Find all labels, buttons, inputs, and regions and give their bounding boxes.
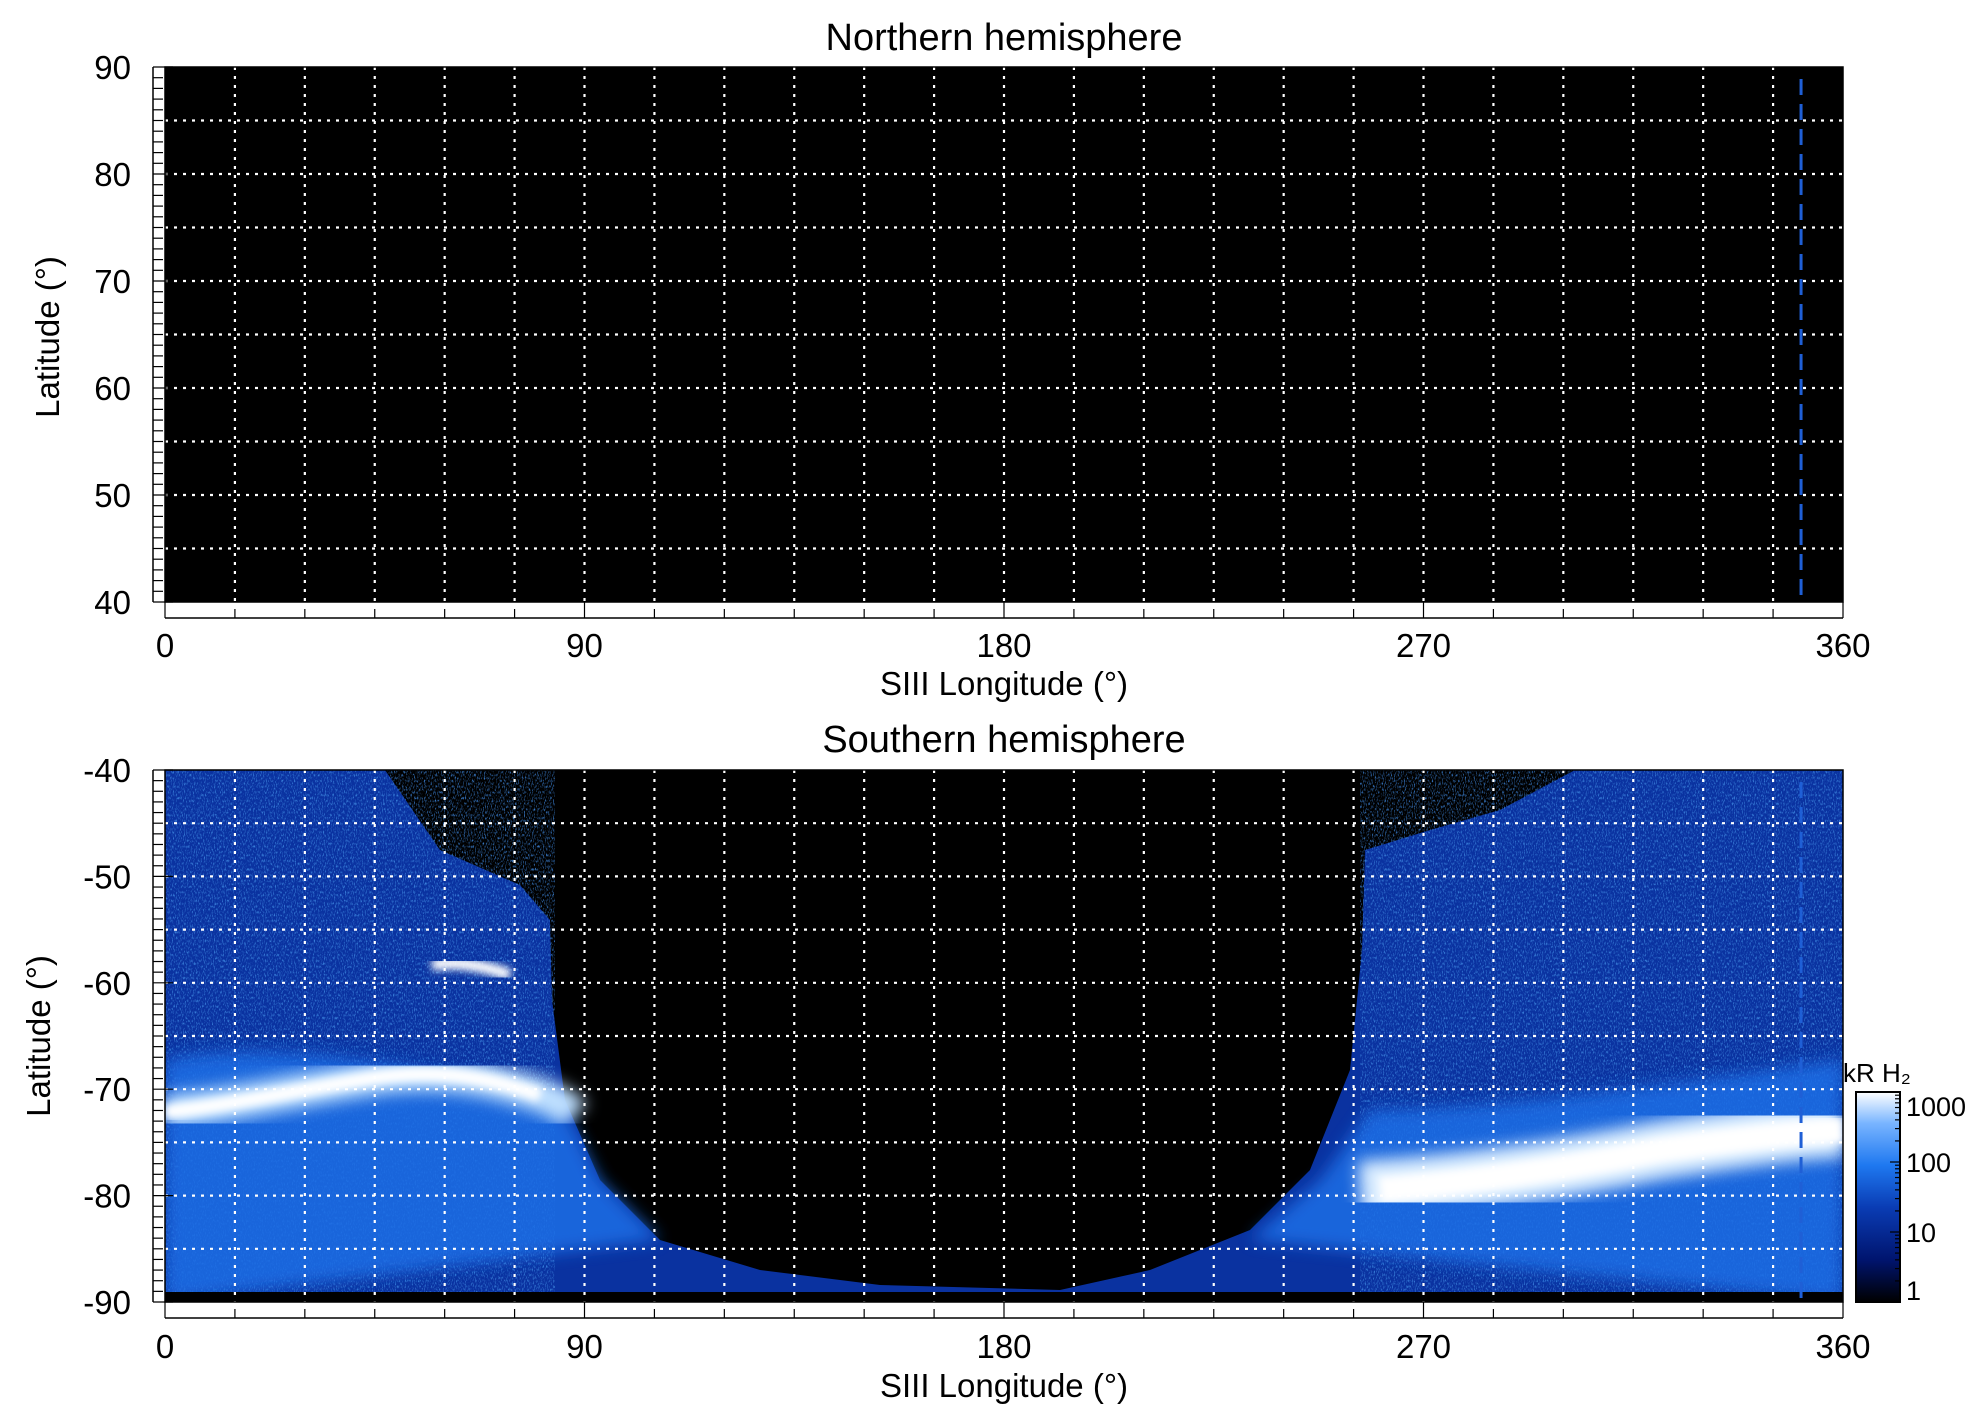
north-y-tick-label: 80 (94, 156, 131, 193)
north-y-tick-label: 60 (94, 370, 131, 407)
north-y-tick-label: 70 (94, 263, 131, 300)
colorbar-gradient (1855, 1091, 1901, 1303)
south-x-tick-label: 360 (1815, 1328, 1870, 1365)
south-y-tick-label: -90 (83, 1284, 131, 1321)
south-y-tick-label: -60 (83, 965, 131, 1002)
south-x-label: SIII Longitude (°) (880, 1367, 1128, 1404)
north-x-axis: 0 90 180 270 360 (156, 602, 1871, 664)
colorbar-ticks: 1 10 100 1000 (1890, 1092, 1966, 1306)
colorbar-label: kR H₂ (1843, 1058, 1911, 1088)
north-x-tick-label: 180 (976, 627, 1031, 664)
north-title: Northern hemisphere (826, 17, 1183, 59)
south-y-tick-label: -80 (83, 1178, 131, 1215)
south-title: Southern hemisphere (822, 719, 1185, 761)
south-x-tick-label: 270 (1396, 1328, 1451, 1365)
spot (430, 957, 512, 981)
northern-panel: Northern hemisphere 40 50 60 70 80 90 0 90 180 2… (29, 17, 1871, 702)
colorbar-tick-label: 100 (1906, 1148, 1951, 1178)
colorbar-tick-label: 1 (1906, 1276, 1921, 1306)
south-x-tick-label: 0 (156, 1328, 174, 1365)
north-x-tick-label: 270 (1396, 627, 1451, 664)
colorbar-tick-label: 10 (1906, 1218, 1936, 1248)
south-x-axis: 0 90 180 270 360 (156, 1302, 1871, 1365)
south-y-axis: -40 -50 -60 -70 -80 -90 (83, 752, 173, 1321)
colorbar: kR H₂ 1 10 100 1000 (1843, 1058, 1966, 1306)
south-y-tick-label: -50 (83, 858, 131, 895)
north-x-tick-label: 360 (1815, 627, 1870, 664)
north-x-label: SIII Longitude (°) (880, 665, 1128, 702)
south-y-tick-label: -40 (83, 752, 131, 789)
north-x-tick-label: 0 (156, 627, 174, 664)
north-y-tick-label: 40 (94, 584, 131, 621)
south-y-tick-label: -70 (83, 1071, 131, 1108)
north-x-tick-label: 90 (566, 627, 603, 664)
north-y-tick-label: 90 (94, 49, 131, 86)
southern-panel: Southern hemisphere -40 -50 -60 -70 -80 -90 0… (20, 719, 1871, 1404)
north-y-label: Latitude (°) (29, 256, 66, 418)
colorbar-tick-label: 1000 (1906, 1092, 1966, 1122)
north-y-axis: 40 50 60 70 80 90 (94, 49, 173, 621)
south-x-tick-label: 90 (566, 1328, 603, 1365)
north-y-tick-label: 50 (94, 477, 131, 514)
south-y-label: Latitude (°) (20, 955, 57, 1117)
south-x-tick-label: 180 (976, 1328, 1031, 1365)
